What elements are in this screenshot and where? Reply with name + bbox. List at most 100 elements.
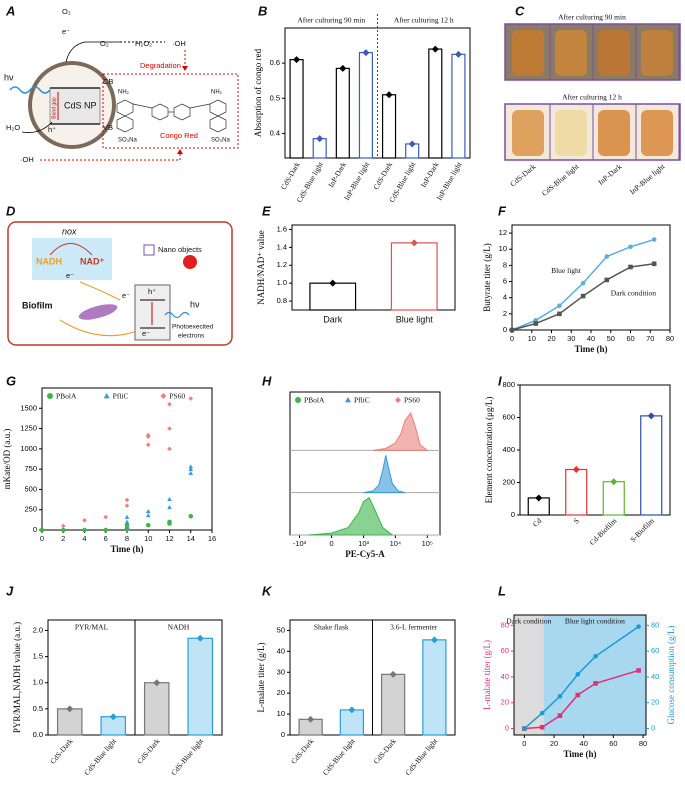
panel-label: H <box>262 373 272 388</box>
series-label: Dark condition <box>611 289 656 298</box>
y-tick-label: 1250 <box>20 424 37 433</box>
y-tick-label: 1.2 <box>277 260 287 269</box>
bar <box>289 59 304 159</box>
panel-label: I <box>498 373 502 388</box>
label: CB <box>103 77 113 86</box>
y-tick-label: 0.5 <box>33 704 43 713</box>
x-tick-label: 70 <box>646 334 654 343</box>
bar <box>602 481 625 516</box>
axes-frame <box>291 224 456 311</box>
data-point <box>431 45 439 53</box>
region-label: Dark condition <box>506 617 551 626</box>
data-point <box>167 519 172 525</box>
panel-label: K <box>262 583 273 598</box>
label: H₂O <box>6 123 20 132</box>
dye-box <box>102 73 239 149</box>
x-tick-label: 4 <box>82 534 86 543</box>
label: h⁺ <box>148 287 156 296</box>
tube <box>512 30 544 76</box>
data-point <box>153 679 161 687</box>
data-point <box>557 713 563 718</box>
legend-marker <box>395 397 401 403</box>
data-point <box>522 726 527 731</box>
label: Nano objects <box>158 245 202 254</box>
x-tick-label: 60 <box>626 334 634 343</box>
label: O₂⁻ <box>100 39 113 48</box>
legend-marker <box>47 393 53 399</box>
label: e⁻ <box>142 329 150 338</box>
data-point <box>604 277 610 283</box>
y-axis-label: L-malate titer (g/L) <box>482 640 492 710</box>
arrow-head <box>182 66 188 71</box>
data-point <box>539 724 545 730</box>
y-tick-label: 10 <box>277 709 285 718</box>
x-tick-label: 16 <box>208 534 216 543</box>
bar <box>339 709 365 736</box>
x-tick-label: CdS-Dark <box>279 160 302 191</box>
bar <box>380 673 406 736</box>
y-tick-label: 400 <box>502 445 515 454</box>
arrow-head <box>177 149 183 154</box>
x-tick-label: S-Biofilm <box>628 516 656 544</box>
y-tick-label: 600 <box>502 412 515 421</box>
photo-label: CdS-Blue light <box>540 161 581 198</box>
axes-frame <box>511 224 671 331</box>
x-tick-label: CdS-Dark <box>48 736 75 765</box>
legend-marker <box>345 397 351 403</box>
data-point <box>651 261 657 267</box>
x-axis-label: PE-Cy5-A <box>345 549 385 559</box>
data-point <box>316 135 324 143</box>
photos-c: After culturing 90 min After culturing 1… <box>558 13 626 102</box>
region <box>514 615 544 735</box>
y-tick-label: 80 <box>501 620 509 629</box>
data-point <box>408 140 416 148</box>
data-point <box>362 49 370 57</box>
data-point <box>82 517 87 523</box>
bar <box>565 468 588 516</box>
label: Congo Red <box>160 131 198 140</box>
y-tick-label: 60 <box>501 646 509 655</box>
photo-title: After culturing 12 h <box>562 93 622 102</box>
y-tick-label: 20 <box>501 698 509 707</box>
y-tick-label: 0.6 <box>270 58 280 67</box>
y2-axis-label: Glucose consumption (g/L) <box>666 626 676 725</box>
axes-frame <box>513 614 647 736</box>
label: e⁻ <box>122 291 130 300</box>
data-point <box>593 653 598 659</box>
data-point <box>66 705 74 713</box>
label: NAD⁺ <box>80 256 104 266</box>
data-point <box>124 497 130 503</box>
data-point <box>557 311 562 317</box>
label: NADH <box>36 256 62 266</box>
data-point <box>593 681 598 686</box>
data-point <box>124 514 130 519</box>
histogram <box>308 497 394 536</box>
data-point <box>636 624 641 629</box>
data-point <box>109 713 117 721</box>
y-axis-label: mKate/OD (a.u.) <box>2 429 12 490</box>
x-tick-label: CdS-Blue light <box>169 736 206 777</box>
x-tick-label: 80 <box>666 334 674 343</box>
legend-label: PS60 <box>404 396 420 405</box>
label: H₂O₂ <box>135 39 152 48</box>
data-point <box>188 513 194 519</box>
axes-frame <box>41 387 213 531</box>
y2-tick-label: 40 <box>651 672 659 681</box>
tube <box>555 30 587 76</box>
y-tick-label: 0.0 <box>33 730 43 739</box>
y-axis-label: Butyrate titer (g/L) <box>482 243 492 311</box>
data-point <box>348 706 356 714</box>
data-point <box>539 710 545 716</box>
label: O₂ <box>62 7 71 16</box>
x-tick-label: 14 <box>187 534 195 543</box>
region-label: Blue light condition <box>565 617 625 626</box>
tube <box>641 110 673 156</box>
label: nox <box>62 226 77 236</box>
label: hν <box>190 299 200 309</box>
data-point <box>575 692 581 698</box>
oh-path <box>40 150 181 161</box>
x-tick-label: CdS-Dark <box>371 160 394 191</box>
label: electrons <box>178 333 205 340</box>
cube-icon <box>143 244 155 256</box>
data-point <box>167 426 172 431</box>
